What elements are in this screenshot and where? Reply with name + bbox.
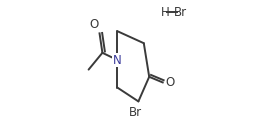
- Text: Br: Br: [174, 6, 187, 18]
- Text: O: O: [89, 18, 99, 30]
- Text: O: O: [166, 76, 175, 89]
- Text: H: H: [160, 6, 169, 18]
- Text: Br: Br: [129, 106, 142, 119]
- Text: N: N: [113, 54, 122, 66]
